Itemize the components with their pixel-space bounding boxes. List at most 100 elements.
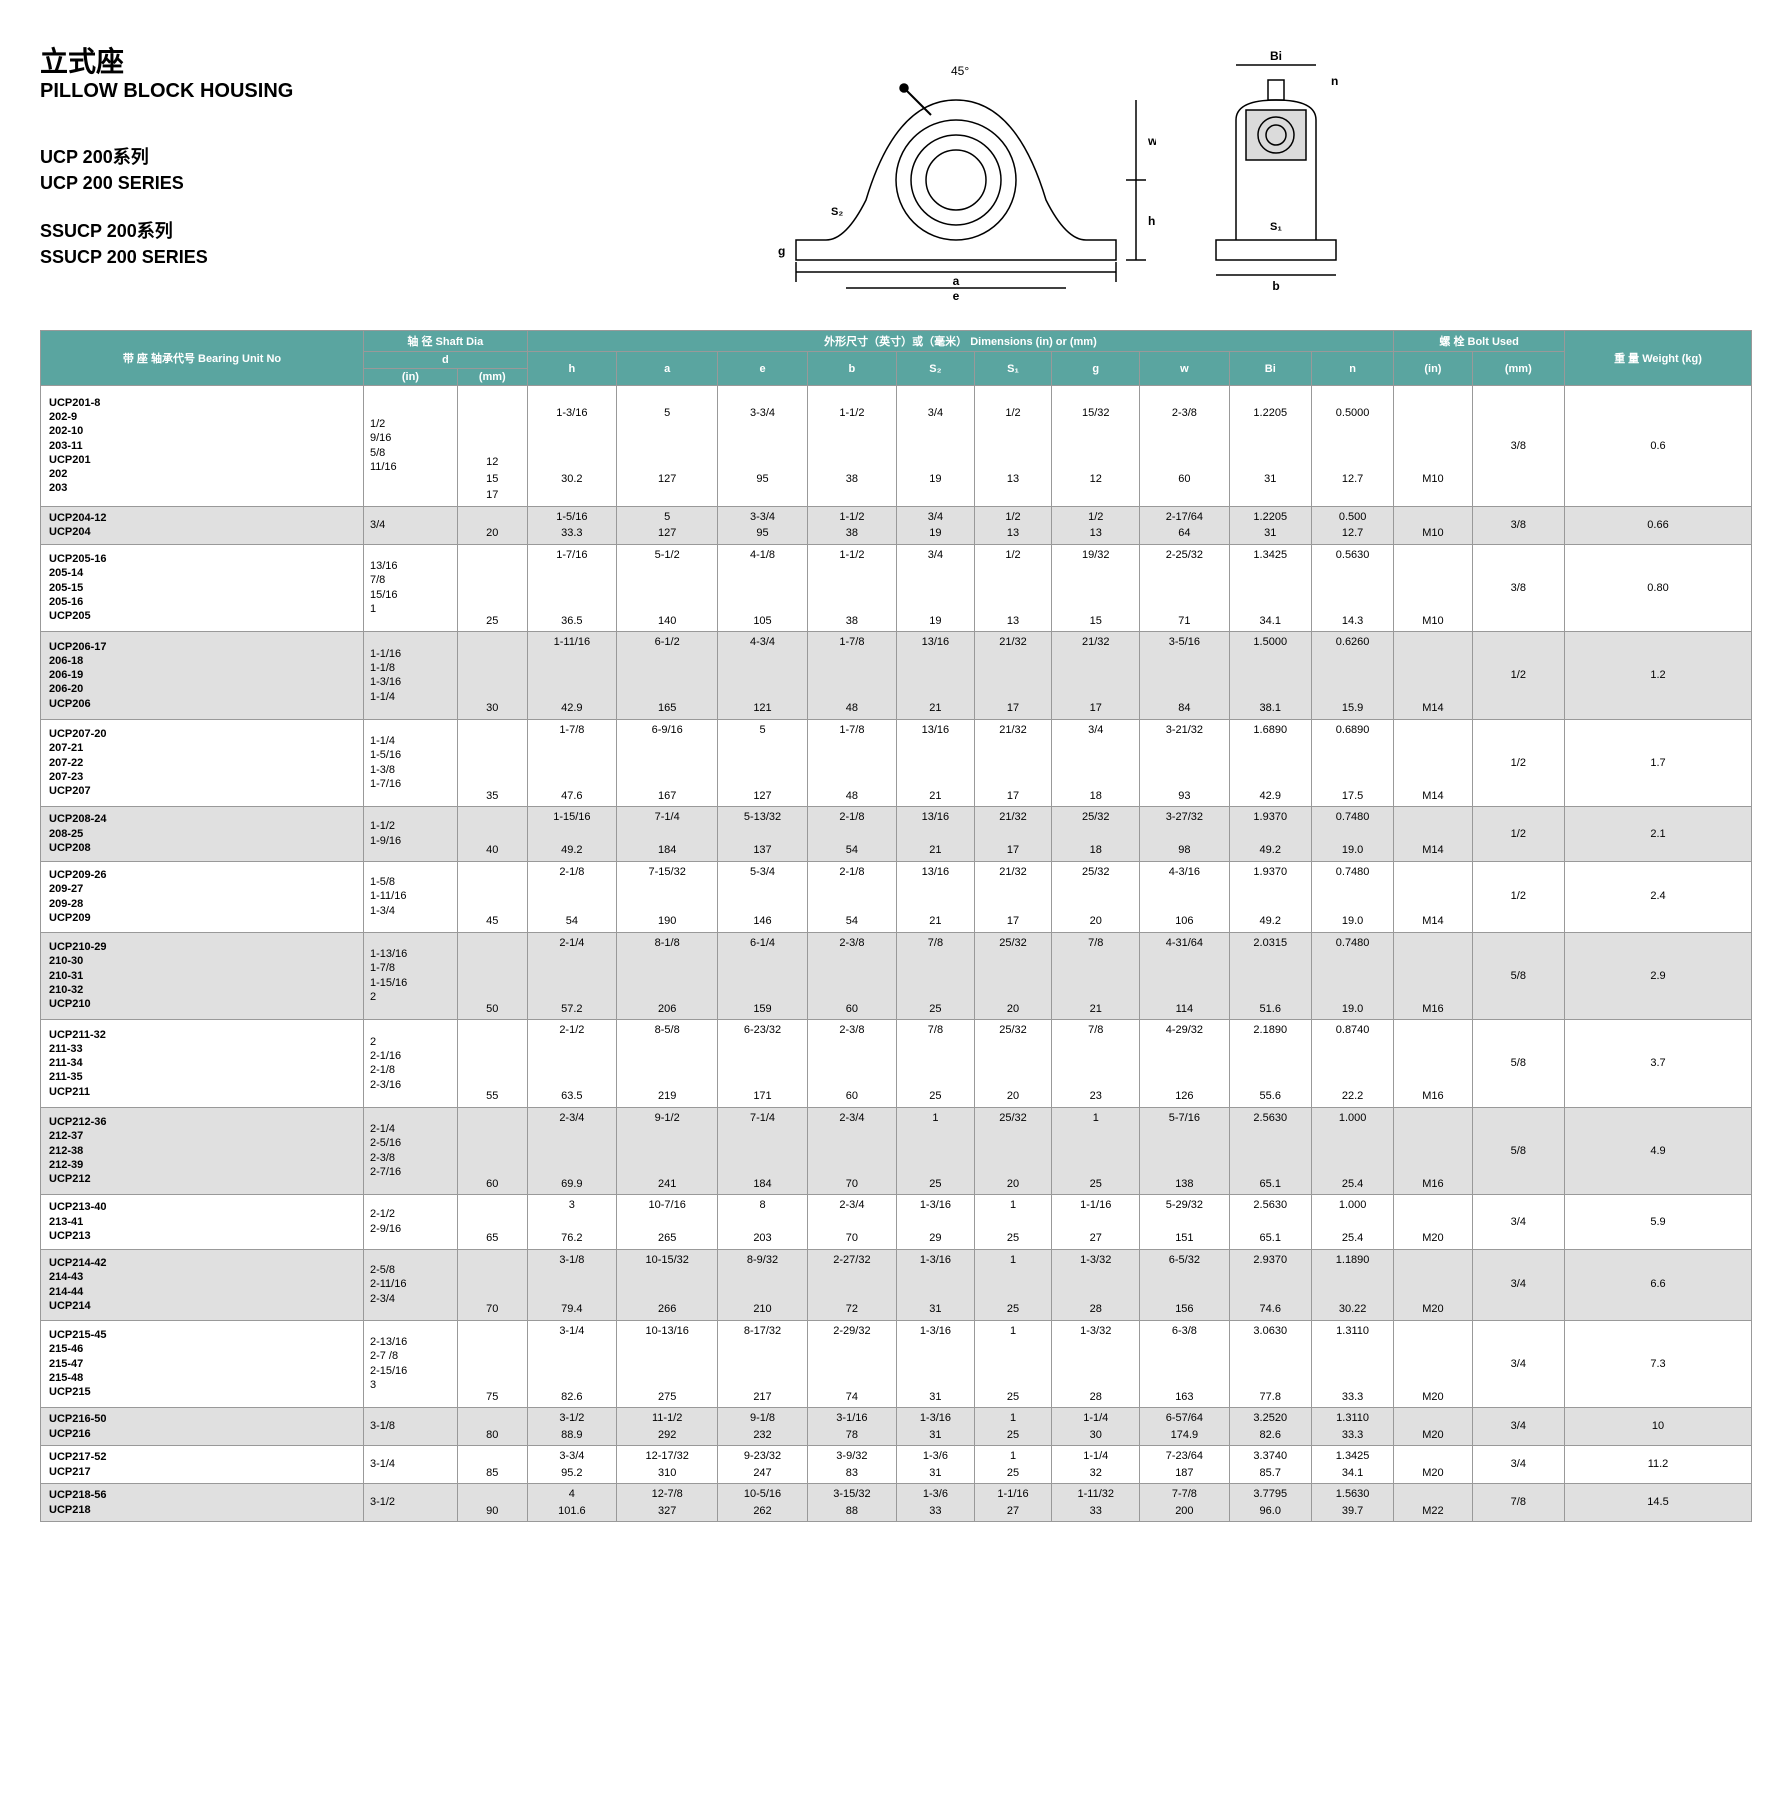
- table-cell: 3/4: [1472, 1249, 1564, 1320]
- table-cell: 1/2 9/16 5/8 11/16: [363, 386, 457, 507]
- table-cell: 1 25: [974, 1446, 1052, 1484]
- table-cell: 0.66: [1565, 506, 1752, 544]
- table-cell: 5/8: [1472, 1107, 1564, 1195]
- table-cell: 3.7: [1565, 1020, 1752, 1108]
- table-row: UCP207-20 207-21 207-22 207-23 UCP2071-1…: [41, 719, 1752, 807]
- table-cell: M14: [1394, 807, 1472, 862]
- table-cell: 10-5/16 262: [718, 1484, 807, 1522]
- table-cell: 21/32 17: [974, 861, 1052, 932]
- table-cell: 7/8 21: [1052, 932, 1140, 1020]
- table-cell: 1-5/8 1-11/16 1-3/4: [363, 861, 457, 932]
- table-cell: 0.6: [1565, 386, 1752, 507]
- table-cell: 2 2-1/16 2-1/8 2-3/16: [363, 1020, 457, 1108]
- table-cell: M20: [1394, 1446, 1472, 1484]
- table-cell: 1 25: [974, 1195, 1052, 1250]
- table-cell: 1-3/6 33: [897, 1484, 975, 1522]
- table-cell: 1-3/16 31: [897, 1320, 975, 1408]
- table-cell: 3 76.2: [527, 1195, 616, 1250]
- table-cell: 7-1/4 184: [718, 1107, 807, 1195]
- table-cell: 1.9370 49.2: [1229, 861, 1311, 932]
- th-h: h: [527, 352, 616, 386]
- table-cell: 1-1/16 27: [974, 1484, 1052, 1522]
- table-cell: 14.5: [1565, 1484, 1752, 1522]
- table-cell: 1-3/32 28: [1052, 1249, 1140, 1320]
- table-cell: 0.5000 12.7: [1311, 386, 1393, 507]
- table-cell: 2-1/4 2-5/16 2-3/8 2-7/16: [363, 1107, 457, 1195]
- svg-text:a: a: [953, 274, 960, 288]
- table-cell: 8-17/32 217: [718, 1320, 807, 1408]
- table-cell: 2-27/32 72: [807, 1249, 896, 1320]
- table-row: UCP212-36 212-37 212-38 212-39 UCP2122-1…: [41, 1107, 1752, 1195]
- table-cell: UCP212-36 212-37 212-38 212-39 UCP212: [41, 1107, 364, 1195]
- table-cell: 1-15/16 49.2: [527, 807, 616, 862]
- table-cell: UCP208-24 208-25 UCP208: [41, 807, 364, 862]
- table-cell: 2-5/8 2-11/16 2-3/4: [363, 1249, 457, 1320]
- svg-text:e: e: [953, 289, 960, 300]
- table-cell: 1-3/16 30.2: [527, 386, 616, 507]
- table-cell: 75: [457, 1320, 527, 1408]
- table-cell: 3/4: [1472, 1320, 1564, 1408]
- table-cell: 5-7/16 138: [1140, 1107, 1229, 1195]
- table-cell: 25/32 20: [1052, 861, 1140, 932]
- table-cell: 4-31/64 114: [1140, 932, 1229, 1020]
- table-cell: 7/8 25: [897, 1020, 975, 1108]
- table-cell: 1-1/4 1-5/16 1-3/8 1-7/16: [363, 719, 457, 807]
- table-cell: 1/2: [1472, 861, 1564, 932]
- table-cell: 1.6890 42.9: [1229, 719, 1311, 807]
- th-s2: S₂: [897, 352, 975, 386]
- table-cell: 11-1/2 292: [617, 1408, 718, 1446]
- table-cell: 1-1/16 1-1/8 1-3/16 1-1/4: [363, 632, 457, 720]
- table-cell: 3-15/32 88: [807, 1484, 896, 1522]
- header-section: 立式座 PILLOW BLOCK HOUSING UCP 200系列 UCP 2…: [40, 40, 1752, 300]
- table-cell: 7-1/4 184: [617, 807, 718, 862]
- table-cell: 3-1/4: [363, 1446, 457, 1484]
- table-cell: 1.1890 30.22: [1311, 1249, 1393, 1320]
- table-cell: 1-3/6 31: [897, 1446, 975, 1484]
- table-cell: 0.500 12.7: [1311, 506, 1393, 544]
- table-cell: 1-1/4 32: [1052, 1446, 1140, 1484]
- table-cell: 2.9: [1565, 932, 1752, 1020]
- table-cell: 4-1/8 105: [718, 544, 807, 632]
- table-cell: 3-1/8 79.4: [527, 1249, 616, 1320]
- table-cell: 1-7/8 48: [807, 719, 896, 807]
- table-cell: 5-13/32 137: [718, 807, 807, 862]
- table-cell: 1.9370 49.2: [1229, 807, 1311, 862]
- table-cell: 2-3/4 70: [807, 1107, 896, 1195]
- table-cell: 2-3/4 69.9: [527, 1107, 616, 1195]
- series2-cn: SSUCP 200系列: [40, 217, 340, 243]
- table-cell: 13/16 7/8 15/16 1: [363, 544, 457, 632]
- table-cell: 85: [457, 1446, 527, 1484]
- th-bolt-in: (in): [1394, 352, 1472, 386]
- table-cell: 55: [457, 1020, 527, 1108]
- table-cell: 25/32 20: [974, 932, 1052, 1020]
- table-cell: 1.3425 34.1: [1311, 1446, 1393, 1484]
- table-cell: 2.4: [1565, 861, 1752, 932]
- series1-en: UCP 200 SERIES: [40, 173, 340, 194]
- table-cell: 7/8: [1472, 1484, 1564, 1522]
- table-cell: 1/2 13: [1052, 506, 1140, 544]
- table-row: UCP211-32 211-33 211-34 211-35 UCP2112 2…: [41, 1020, 1752, 1108]
- table-cell: M20: [1394, 1408, 1472, 1446]
- table-row: UCP204-12 UCP2043/4 201-5/16 33.35 1273-…: [41, 506, 1752, 544]
- th-s1: S₁: [974, 352, 1052, 386]
- table-cell: 3-21/32 93: [1140, 719, 1229, 807]
- table-cell: 2-1/4 57.2: [527, 932, 616, 1020]
- table-cell: 1.3110 33.3: [1311, 1320, 1393, 1408]
- table-cell: 3-3/4 95: [718, 386, 807, 507]
- table-cell: 1/2 13: [974, 386, 1052, 507]
- table-cell: 2-3/4 70: [807, 1195, 896, 1250]
- table-cell: 1-3/32 28: [1052, 1320, 1140, 1408]
- table-cell: M20: [1394, 1320, 1472, 1408]
- table-cell: 2-3/8 60: [807, 932, 896, 1020]
- table-cell: 3/8: [1472, 544, 1564, 632]
- th-g: g: [1052, 352, 1140, 386]
- th-a: a: [617, 352, 718, 386]
- table-cell: 1 25: [974, 1408, 1052, 1446]
- svg-text:b: b: [1272, 279, 1279, 293]
- table-cell: 7-15/32 190: [617, 861, 718, 932]
- table-cell: 1-3/16 31: [897, 1249, 975, 1320]
- table-cell: 3/8: [1472, 386, 1564, 507]
- table-cell: 25: [457, 544, 527, 632]
- table-cell: 5/8: [1472, 932, 1564, 1020]
- table-cell: 7-7/8 200: [1140, 1484, 1229, 1522]
